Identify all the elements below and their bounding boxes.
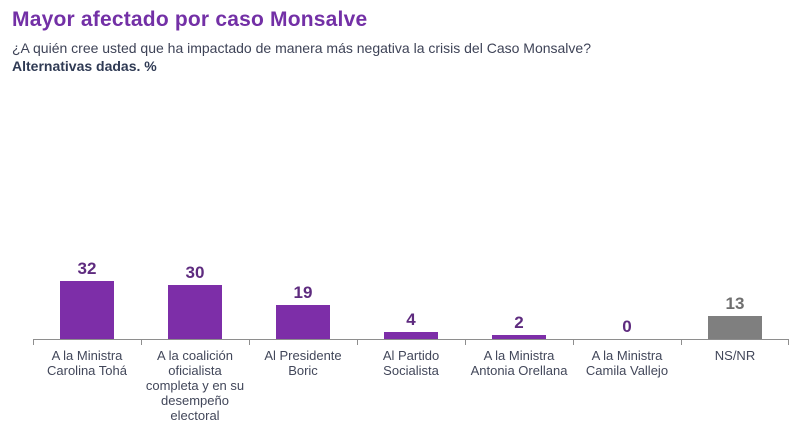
- bar: [492, 335, 546, 339]
- chart-subtitle: ¿A quién cree usted que ha impactado de …: [12, 40, 591, 56]
- bar: [168, 285, 222, 339]
- chart-header: Mayor afectado por caso Monsalve ¿A quié…: [12, 8, 788, 74]
- axis-tick: [33, 340, 34, 345]
- bar-column: 4: [357, 311, 465, 339]
- axis-tick: [249, 340, 250, 345]
- bar: [384, 332, 438, 339]
- bar-column: 0: [573, 318, 681, 339]
- category-label: A la Ministra Carolina Tohá: [47, 348, 127, 378]
- bar-value-label: 2: [514, 313, 524, 332]
- category-label: A la Ministra Camila Vallejo: [585, 348, 669, 378]
- bar-value-label: 4: [406, 310, 416, 329]
- bar-value-label: 13: [725, 294, 745, 313]
- axis-tick: [573, 340, 574, 345]
- plot-area: 32 30 19 4 2 0 13: [33, 259, 789, 339]
- bar-value-label: 0: [622, 317, 632, 336]
- bar-column: 2: [465, 314, 573, 339]
- axis-tick: [788, 340, 789, 345]
- axis-tick: [141, 340, 142, 345]
- bar: [276, 305, 330, 339]
- bar: [708, 316, 762, 339]
- bar-chart: 32 30 19 4 2 0 13 A la Ministra Carolina Tohá A…: [33, 259, 789, 423]
- bar-value-label: 32: [77, 259, 97, 278]
- category-label: NS/NR: [714, 348, 756, 363]
- category-label: A la Ministra Antonia Orellana: [470, 348, 568, 378]
- axis-tick: [681, 340, 682, 345]
- chart-note: Alternativas dadas. %: [12, 58, 157, 74]
- chart-title: Mayor afectado por caso Monsalve: [12, 8, 368, 31]
- category-label: A la coalición oficialista completa y en…: [145, 348, 245, 423]
- bar-column: 32: [33, 260, 141, 339]
- x-axis-labels: A la Ministra Carolina Tohá A la coalició…: [33, 344, 789, 423]
- category-label: Al Partido Socialista: [382, 348, 440, 378]
- bar-value-label: 19: [293, 283, 313, 302]
- bar-column: 13: [681, 295, 789, 339]
- bar-column: 19: [249, 284, 357, 339]
- bar-value-label: 30: [185, 263, 205, 282]
- category-label: Al Presidente Boric: [264, 348, 342, 378]
- bar-column: 30: [141, 264, 249, 339]
- x-axis-line: [33, 339, 789, 345]
- axis-tick: [357, 340, 358, 345]
- axis-tick: [465, 340, 466, 345]
- bar: [60, 281, 114, 339]
